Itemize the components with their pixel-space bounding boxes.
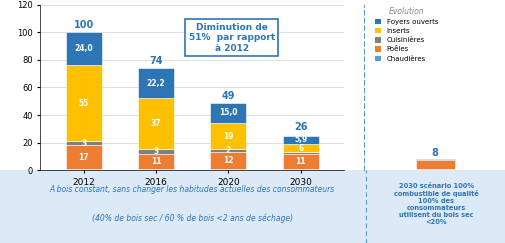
Text: 3: 3 [153,147,159,156]
Text: Diminution de
51%  par rapport
à 2012: Diminution de 51% par rapport à 2012 [188,23,274,53]
Text: 74: 74 [149,56,163,66]
Bar [210,152,246,169]
Bar [282,136,318,144]
Bar [210,169,246,170]
Text: 100: 100 [74,20,94,30]
Text: 8: 8 [431,148,438,158]
Text: 2030 scénario 100%
combustible de qualité
100% des
consommateurs
utilisent du bo: 2030 scénario 100% combustible de qualit… [393,183,478,225]
Bar [210,123,246,149]
Bar [138,98,174,149]
Text: 19: 19 [223,132,233,141]
Bar [66,169,102,170]
Text: 55: 55 [79,99,89,108]
Bar [282,152,318,154]
Text: 49: 49 [221,91,235,101]
Text: 17: 17 [78,153,89,162]
Text: 15,0: 15,0 [219,108,237,117]
Bar [210,149,246,152]
Bar [138,149,174,154]
Text: 2: 2 [225,146,231,155]
Bar [282,144,318,152]
Text: 24,0: 24,0 [74,44,93,53]
Bar [138,169,174,170]
Text: 37: 37 [150,120,161,129]
Text: 22,2: 22,2 [146,79,165,88]
Bar [66,145,102,169]
Bar [282,154,318,169]
Text: 5,9: 5,9 [293,135,307,144]
Bar [282,169,318,170]
Text: 6: 6 [297,144,302,153]
Bar [138,68,174,98]
Bar [415,160,454,169]
Legend: Foyers ouverts, Inserts, Cuisinières, Poêles, Chaudières: Foyers ouverts, Inserts, Cuisinières, Po… [374,7,437,62]
Text: (40% de bois sec / 60 % de bois <2 ans de séchage): (40% de bois sec / 60 % de bois <2 ans d… [91,214,292,224]
Bar [415,169,454,170]
Bar [66,141,102,145]
Bar [66,32,102,65]
Text: 12: 12 [223,156,233,165]
Text: 26: 26 [293,122,307,132]
Bar [415,159,454,160]
Bar [138,154,174,169]
Bar [210,103,246,123]
Bar [66,65,102,141]
Text: A bois constant, sans changer les habitudes actuelles des consommateurs: A bois constant, sans changer les habitu… [49,185,334,194]
Text: 11: 11 [295,157,306,166]
Text: 11: 11 [150,157,161,166]
Text: 3: 3 [81,139,86,148]
